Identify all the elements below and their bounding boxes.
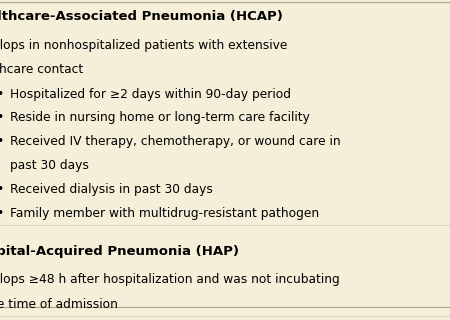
Text: healthcare contact: healthcare contact [0,63,83,76]
Text: at the time of admission: at the time of admission [0,298,118,310]
Text: Received dialysis in past 30 days: Received dialysis in past 30 days [10,183,213,196]
Text: •: • [0,207,3,220]
Text: Received IV therapy, chemotherapy, or wound care in: Received IV therapy, chemotherapy, or wo… [10,135,341,148]
Text: Healthcare-Associated Pneumonia (HCAP): Healthcare-Associated Pneumonia (HCAP) [0,10,283,23]
Text: •: • [0,183,3,196]
Text: Hospitalized for ≥2 days within 90-day period: Hospitalized for ≥2 days within 90-day p… [10,87,291,100]
Text: Develops in nonhospitalized patients with extensive: Develops in nonhospitalized patients wit… [0,38,288,52]
Text: Reside in nursing home or long-term care facility: Reside in nursing home or long-term care… [10,111,310,124]
Text: Develops ≥48 h after hospitalization and was not incubating: Develops ≥48 h after hospitalization and… [0,273,340,286]
Text: •: • [0,135,3,148]
Text: •: • [0,111,3,124]
Text: Family member with multidrug-resistant pathogen: Family member with multidrug-resistant p… [10,207,319,220]
Text: Hospital-Acquired Pneumonia (HAP): Hospital-Acquired Pneumonia (HAP) [0,244,239,258]
Text: past 30 days: past 30 days [10,159,89,172]
Text: •: • [0,87,3,100]
